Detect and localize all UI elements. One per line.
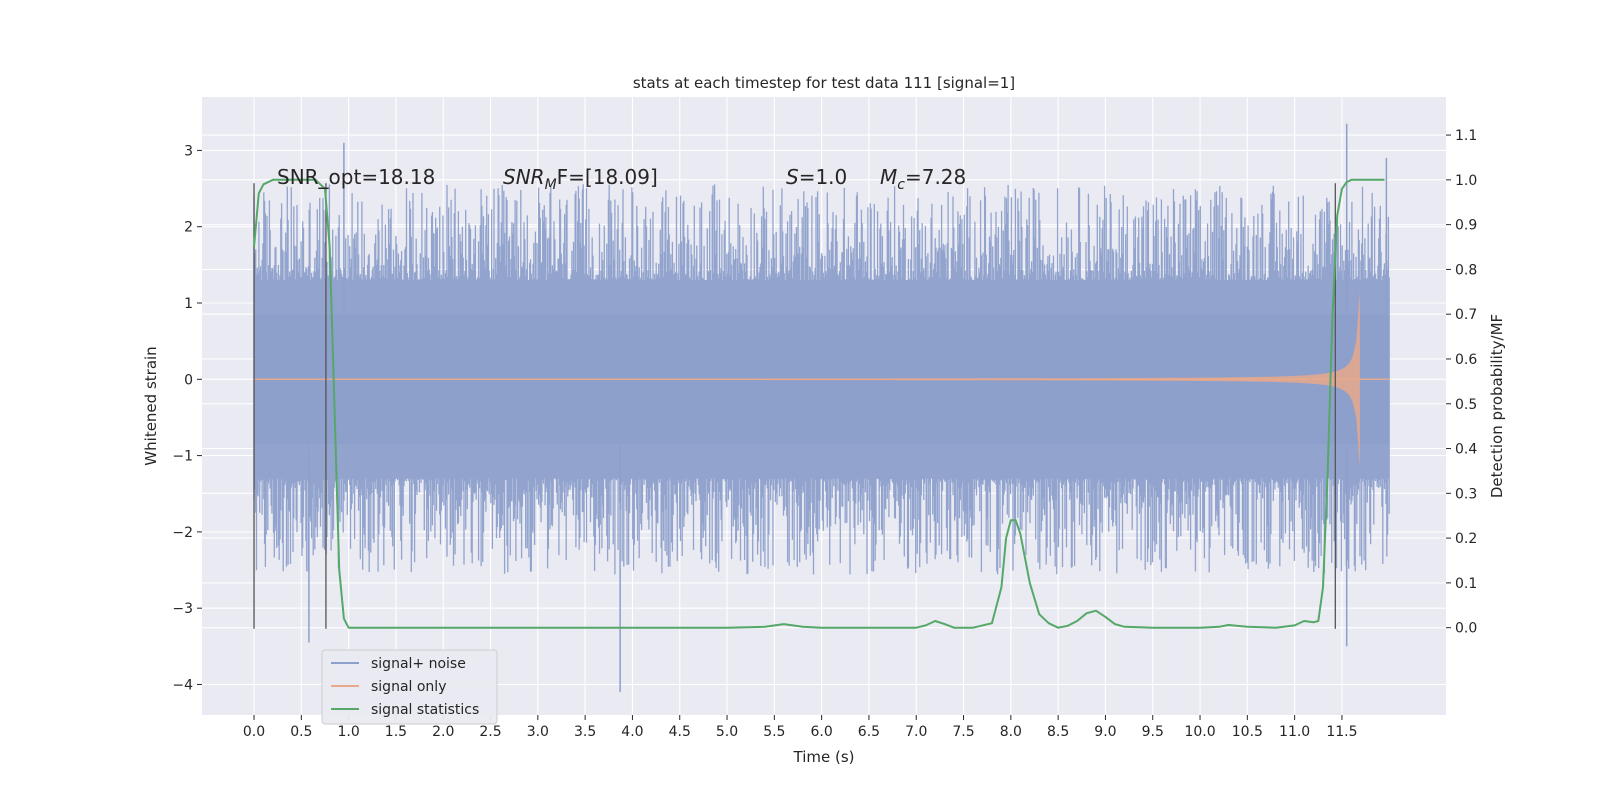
x-axis-ticks: 0.0 0.5 1.0 1.5 2.0 2.5 3.0 3.5 4.0 4.5 5.0 5.5 6.0 6… [243,715,1358,740]
x-tick-label: 5.5 [763,724,785,740]
x-tick-label: 0.5 [290,724,312,740]
x-tick-label: 6.5 [858,724,880,740]
x-tick-label: 10.5 [1232,724,1263,740]
y-tick-label: 3 [184,143,193,159]
x-tick-label: 3.5 [574,724,596,740]
y2-tick-label: 1.1 [1455,128,1477,144]
y-tick-label: −4 [172,677,193,693]
x-tick-label: 1.5 [385,724,407,740]
x-tick-label: 8.5 [1047,724,1069,740]
y2-axis-ticks: 1.1 1.0 0.9 0.8 0.7 0.6 0.5 0.4 0.3 0.2 0.1 0.0 [1446,128,1477,637]
x-tick-label: 7.5 [952,724,974,740]
x-tick-label: 1.0 [337,724,359,740]
y-tick-label: −1 [172,449,193,465]
x-tick-label: 7.0 [905,724,927,740]
y-axis-ticks: 3 2 1 0 −1 −2 −3 −4 [172,143,202,693]
x-tick-label: 0.0 [243,724,265,740]
y2-tick-label: 0.0 [1455,621,1477,637]
x-tick-label: 3.0 [527,724,549,740]
annotation-snr-opt: SNR_opt=18.18 [277,165,435,189]
x-tick-label: 10.0 [1184,724,1215,740]
y2-tick-label: 0.9 [1455,218,1477,234]
signal-noise-extremes [308,123,1388,693]
signal-statistics-line [253,178,1385,629]
x-tick-label: 6.0 [811,724,833,740]
x-tick-label: 4.0 [621,724,643,740]
annotation-snr-mf: SNRMF=[18.09] [503,165,658,193]
x-tick-label: 2.5 [479,724,501,740]
x-axis-label: Time (s) [793,748,855,766]
annotation-s: S=1.0 [786,165,847,189]
legend-label-signal-statistics: signal statistics [371,702,479,718]
legend: signal+ noise signal only signal statist… [321,649,498,725]
legend-label-signal-noise: signal+ noise [371,656,466,672]
y2-tick-label: 1.0 [1455,173,1477,189]
y2-tick-label: 0.5 [1455,397,1477,413]
series-signal-only [254,291,1390,468]
x-tick-label: 8.0 [1000,724,1022,740]
y2-tick-label: 0.2 [1455,531,1477,547]
annotations: SNR_opt=18.18 SNRMF=[18.09] S=1.0 Mc=7.2… [277,165,966,193]
x-tick-label: 9.5 [1142,724,1164,740]
annotation-mc: Mc=7.28 [880,165,966,193]
x-tick-label: 11.0 [1279,724,1310,740]
chart-title: stats at each timestep for test data 111… [633,74,1015,92]
y-tick-label: 0 [184,372,193,388]
legend-box [321,649,498,725]
y-tick-label: 1 [184,296,193,312]
y2-tick-label: 0.3 [1455,486,1477,502]
y-tick-label: −2 [172,525,193,541]
y-axis-label: Whitened strain [142,346,160,465]
series-signal-statistics [253,178,1385,629]
x-tick-label: 2.0 [432,724,454,740]
y2-tick-label: 0.6 [1455,352,1477,368]
x-tick-label: 4.5 [669,724,691,740]
x-tick-label: 11.5 [1326,724,1357,740]
y2-tick-label: 0.1 [1455,576,1477,592]
x-tick-label: 5.0 [716,724,738,740]
y2-axis-label: Detection probability/MF [1488,314,1506,498]
legend-label-signal-only: signal only [371,679,446,695]
y-tick-label: 2 [184,220,193,236]
x-tick-label: 9.0 [1094,724,1116,740]
y2-tick-label: 0.7 [1455,307,1477,323]
y2-tick-label: 0.4 [1455,442,1477,458]
y2-tick-label: 0.8 [1455,262,1477,278]
y-tick-label: −3 [172,601,193,617]
